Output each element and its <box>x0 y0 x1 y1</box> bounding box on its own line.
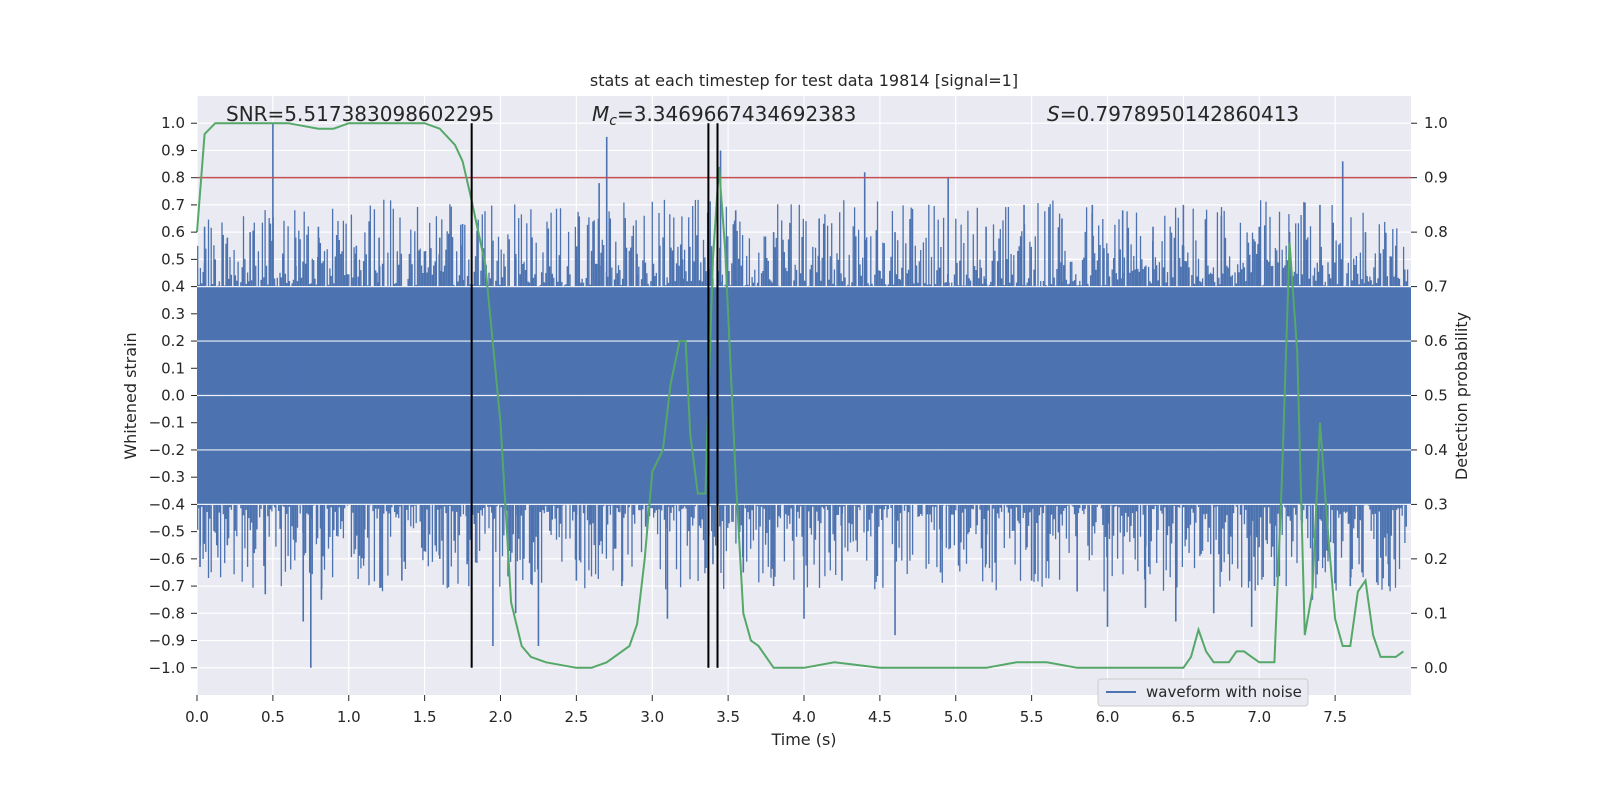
y-tick-label: 0.2 <box>161 332 185 350</box>
y-tick-label: 0.0 <box>161 387 185 405</box>
x-tick-label: 7.0 <box>1247 708 1271 726</box>
legend-box <box>1097 678 1309 707</box>
x-tick-label: 6.5 <box>1171 708 1195 726</box>
y-right-tick-label: 0.4 <box>1424 441 1448 459</box>
y-tick-labels: 1.0 0.9 0.8 0.7 0.6 0.5 0.4 0.3 0.2 0.1 0.0 −0.1 −0.… <box>149 114 197 677</box>
y-tick-label: 0.4 <box>161 278 185 296</box>
y-right-tick-label: 0.9 <box>1424 169 1448 187</box>
y-right-tick-label: 1.0 <box>1424 114 1448 132</box>
y-right-tick-label: 0.3 <box>1424 495 1448 513</box>
s-symbol: S <box>1047 102 1060 126</box>
y-tick-label: −0.1 <box>149 414 185 432</box>
mc-value: =3.3469667434692383 <box>617 102 856 126</box>
vertical-markers <box>470 123 719 668</box>
y-tick-label: 1.0 <box>161 114 185 132</box>
legend: waveform with noise <box>1097 678 1309 707</box>
x-tick-label: 1.0 <box>337 708 361 726</box>
y-right-tick-labels: 1.0 0.9 0.8 0.7 0.6 0.5 0.4 0.3 0.2 0.1 0.0 <box>1411 114 1448 677</box>
y-tick-label: −0.3 <box>149 468 185 486</box>
probability-series <box>196 122 1404 669</box>
y-tick-label: −1.0 <box>149 659 185 677</box>
y-tick-label: 0.3 <box>161 305 185 323</box>
mc-subscript: c <box>609 113 617 129</box>
x-tick-label: 6.0 <box>1096 708 1120 726</box>
y-right-tick-label: 0.6 <box>1424 332 1448 350</box>
x-tick-label: 1.5 <box>413 708 437 726</box>
x-tick-label: 0.0 <box>185 708 209 726</box>
y-right-tick-label: 0.0 <box>1424 659 1448 677</box>
x-tick-label: 5.5 <box>1020 708 1044 726</box>
legend-label: waveform with noise <box>1146 683 1302 701</box>
x-tick-label: 3.5 <box>716 708 740 726</box>
x-axis-label: Time (s) <box>770 730 836 749</box>
y-tick-label: 0.9 <box>161 141 185 159</box>
x-tick-label: 4.5 <box>868 708 892 726</box>
x-tick-labels: 0.0 0.5 1.0 1.5 2.0 2.5 3.0 3.5 4.0 4.5 5.0 5.5 6.0 6… <box>185 695 1347 726</box>
s-value: =0.7978950142860413 <box>1060 102 1299 126</box>
y-tick-label: 0.6 <box>161 223 185 241</box>
y-right-tick-label: 0.8 <box>1424 223 1448 241</box>
x-tick-label: 5.0 <box>944 708 968 726</box>
y-right-tick-label: 0.2 <box>1424 550 1448 568</box>
y-tick-label: 0.5 <box>161 250 185 268</box>
x-tick-label: 3.0 <box>640 708 664 726</box>
y-tick-label: 0.1 <box>161 359 185 377</box>
x-tick-label: 4.0 <box>792 708 816 726</box>
y-right-axis-label: Detection probability <box>1452 312 1471 480</box>
y-right-tick-label: 0.1 <box>1424 604 1448 622</box>
chirp-mass-annotation: Mc=3.3469667434692383 <box>592 102 856 129</box>
x-tick-label: 2.5 <box>564 708 588 726</box>
y-tick-label: 0.7 <box>161 196 185 214</box>
y-axis-label: Whitened strain <box>121 332 140 459</box>
x-tick-label: 7.5 <box>1323 708 1347 726</box>
x-tick-label: 0.5 <box>261 708 285 726</box>
mc-symbol: M <box>592 102 609 126</box>
x-tick-label: 2.0 <box>489 708 513 726</box>
s-annotation: S=0.7978950142860413 <box>1047 102 1299 126</box>
y-tick-label: −0.4 <box>149 495 185 513</box>
y-tick-label: −0.6 <box>149 550 185 568</box>
y-tick-label: −0.9 <box>149 632 185 650</box>
waveform-series <box>197 123 1411 668</box>
y-right-tick-label: 0.5 <box>1424 387 1448 405</box>
y-tick-label: −0.2 <box>149 441 185 459</box>
probability-line <box>196 122 1404 669</box>
y-tick-label: −0.7 <box>149 577 185 595</box>
y-tick-label: 0.8 <box>161 169 185 187</box>
y-tick-label: −0.5 <box>149 523 185 541</box>
y-tick-label: −0.8 <box>149 604 185 622</box>
snr-annotation: SNR=5.517383098602295 <box>226 102 494 126</box>
y-right-tick-label: 0.7 <box>1424 278 1448 296</box>
chart-title: stats at each timestep for test data 198… <box>590 71 1018 90</box>
